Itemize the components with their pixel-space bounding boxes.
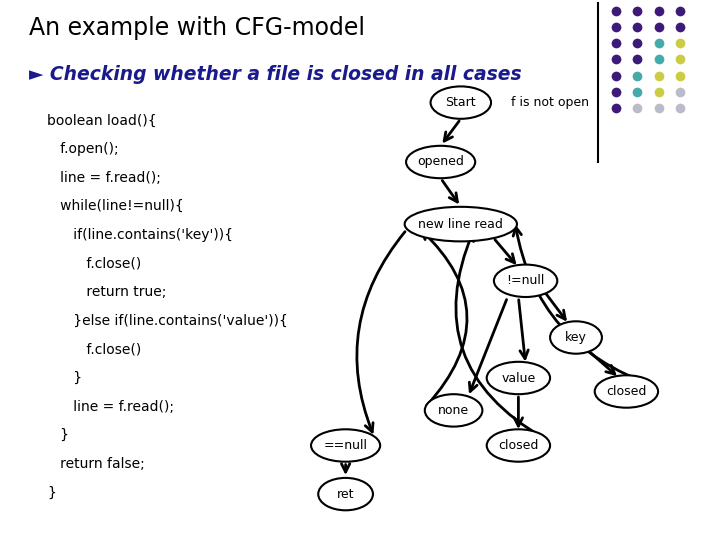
Text: f.close(): f.close() [47, 256, 141, 271]
Ellipse shape [425, 394, 482, 427]
Text: while(line!=null){: while(line!=null){ [47, 199, 184, 213]
Text: }else if(line.contains('value')){: }else if(line.contains('value')){ [47, 314, 288, 328]
Text: f.open();: f.open(); [47, 142, 118, 156]
Text: opened: opened [417, 156, 464, 168]
Text: Start: Start [446, 96, 476, 109]
Text: if(line.contains('key')){: if(line.contains('key')){ [47, 228, 233, 242]
Text: ==null: ==null [323, 439, 368, 452]
Text: boolean load(){: boolean load(){ [47, 113, 156, 127]
Text: }: } [47, 371, 82, 385]
Ellipse shape [405, 207, 517, 241]
Text: key: key [565, 331, 587, 344]
Text: closed: closed [498, 439, 539, 452]
Ellipse shape [487, 429, 550, 462]
Text: value: value [501, 372, 536, 384]
Text: closed: closed [606, 385, 647, 398]
Text: none: none [438, 404, 469, 417]
Text: new line read: new line read [418, 218, 503, 231]
Text: line = f.read();: line = f.read(); [47, 400, 174, 414]
Text: return true;: return true; [47, 285, 166, 299]
Text: !=null: !=null [506, 274, 545, 287]
Text: return false;: return false; [47, 457, 145, 471]
Ellipse shape [406, 146, 475, 178]
Ellipse shape [318, 478, 373, 510]
Ellipse shape [487, 362, 550, 394]
Text: ► Checking whether a file is closed in all cases: ► Checking whether a file is closed in a… [29, 65, 521, 84]
Ellipse shape [311, 429, 380, 462]
Ellipse shape [595, 375, 658, 408]
Ellipse shape [494, 265, 557, 297]
Text: An example with CFG-model: An example with CFG-model [29, 16, 365, 40]
Text: ret: ret [337, 488, 354, 501]
Text: line = f.read();: line = f.read(); [47, 171, 161, 185]
Ellipse shape [550, 321, 602, 354]
Text: f is not open: f is not open [511, 96, 589, 109]
Text: }: } [47, 485, 55, 500]
Ellipse shape [431, 86, 491, 119]
Text: f.close(): f.close() [47, 342, 141, 356]
Text: }: } [47, 428, 69, 442]
